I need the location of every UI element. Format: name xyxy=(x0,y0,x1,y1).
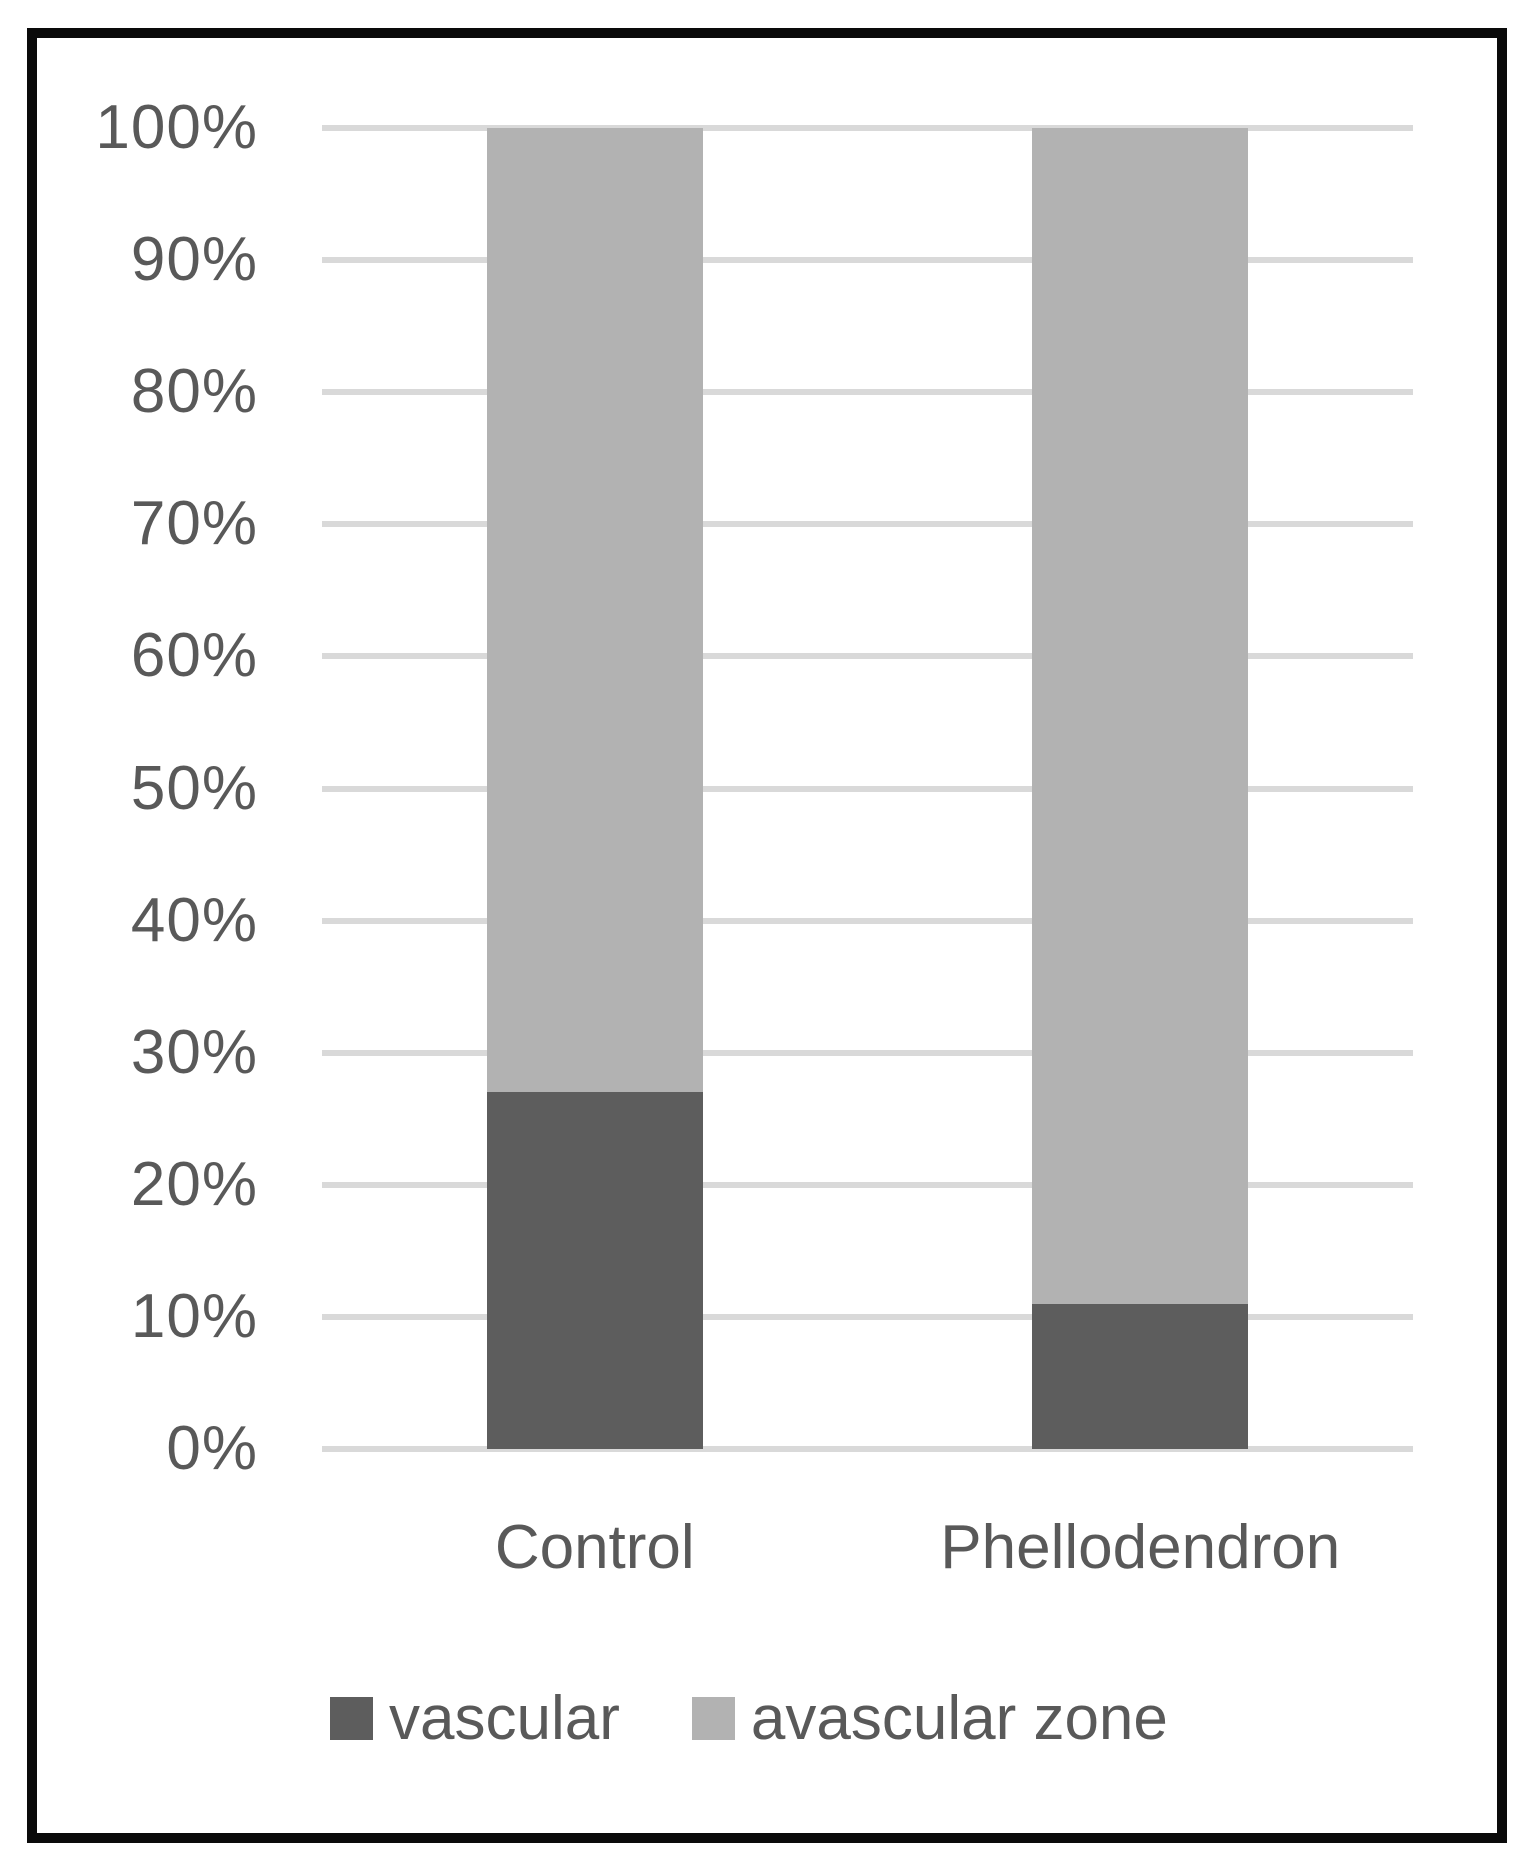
gridline-40 xyxy=(322,917,1413,924)
y-tick-label-10: 10% xyxy=(130,1281,258,1351)
category-label-control: Control xyxy=(494,1513,695,1582)
gridline-50 xyxy=(322,785,1413,792)
y-tick-label-70: 70% xyxy=(130,489,258,559)
y-tick-label-30: 30% xyxy=(130,1017,258,1087)
gridline-100 xyxy=(322,125,1413,131)
y-tick-label-40: 40% xyxy=(130,885,258,955)
gridline-60 xyxy=(322,653,1413,660)
gridline-80 xyxy=(322,389,1413,396)
gridline-20 xyxy=(322,1181,1413,1188)
category-label-phellodendron: Phellodendron xyxy=(940,1513,1341,1582)
legend-swatch-icon xyxy=(330,1696,373,1740)
chart-frame xyxy=(27,28,1507,1843)
y-tick-label-0: 0% xyxy=(166,1414,258,1483)
bar-phellodendron-vascular xyxy=(1032,1303,1249,1449)
gridline-30 xyxy=(322,1049,1413,1056)
legend-swatch-icon xyxy=(691,1696,735,1740)
y-tick-label-80: 80% xyxy=(130,357,258,427)
gridline-70 xyxy=(322,521,1413,528)
legend-label: vascular xyxy=(389,1683,620,1753)
gridline-0 xyxy=(322,1446,1413,1452)
y-tick-label-20: 20% xyxy=(130,1149,258,1219)
bar-control-avascular-zone xyxy=(486,128,703,1093)
y-tick-label-90: 90% xyxy=(130,225,258,295)
gridline-90 xyxy=(322,257,1413,264)
y-tick-label-50: 50% xyxy=(130,753,258,823)
y-tick-label-100: 100% xyxy=(95,93,258,162)
legend-item-vascular: vascular xyxy=(330,1683,620,1754)
legend: vascular avascular zone xyxy=(330,1680,1168,1756)
gridline-10 xyxy=(322,1313,1413,1320)
legend-label: avascular zone xyxy=(750,1683,1168,1753)
bar-control-vascular xyxy=(486,1092,703,1449)
bar-phellodendron-avascular-zone xyxy=(1032,128,1249,1304)
y-tick-label-60: 60% xyxy=(130,621,258,691)
legend-item-avascular-zone: avascular zone xyxy=(691,1683,1168,1754)
